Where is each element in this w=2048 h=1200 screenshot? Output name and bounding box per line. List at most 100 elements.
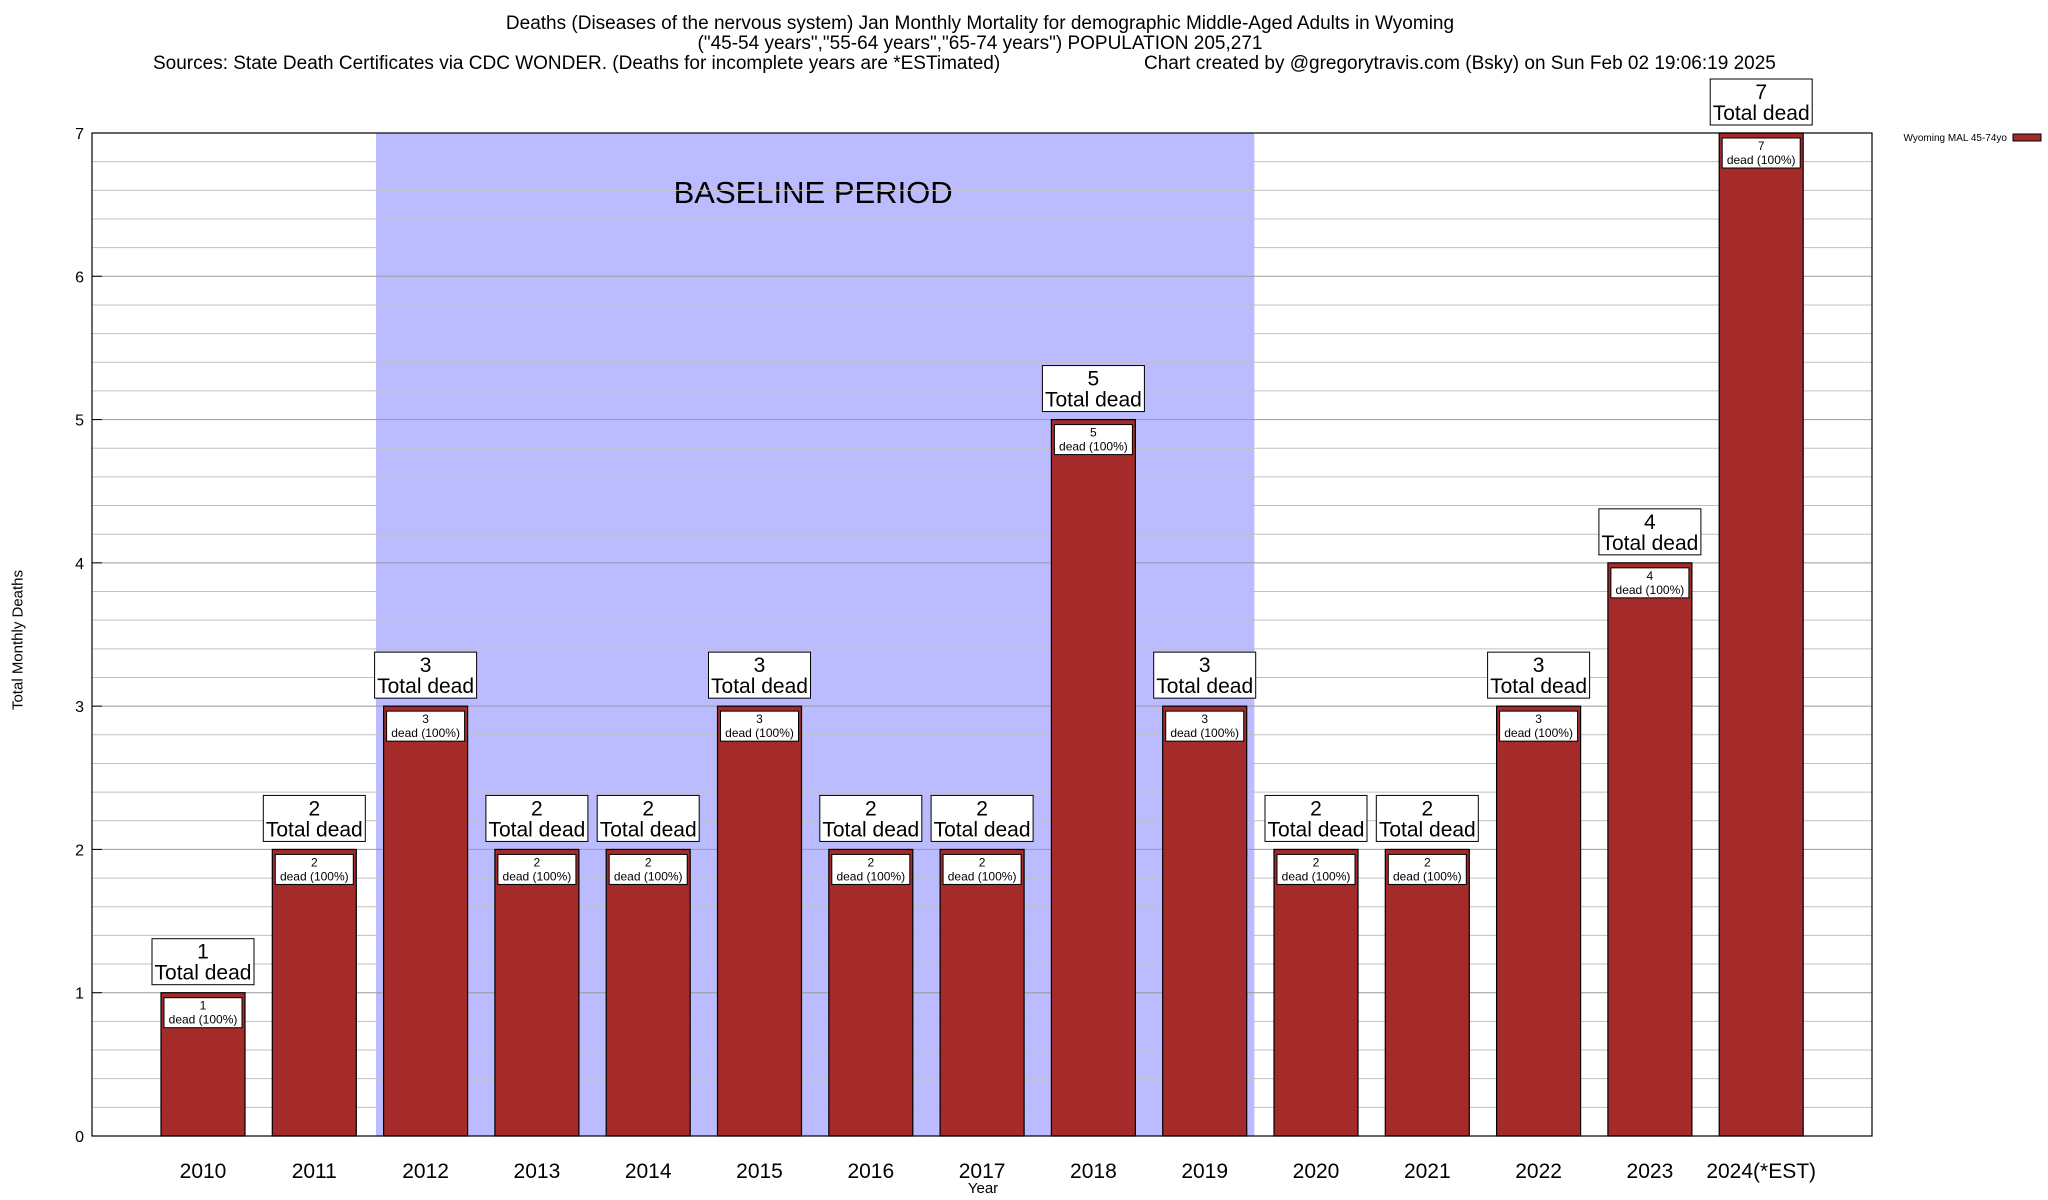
bar-total-label: Total dead <box>600 818 697 841</box>
bar <box>716 705 803 1137</box>
y-tick-label: 2 <box>75 842 84 859</box>
y-tick-label: 4 <box>75 556 84 573</box>
bar-total-label: Total dead <box>488 818 585 841</box>
bar-total-value: 2 <box>1310 797 1322 820</box>
bar-inner-value: 2 <box>867 855 874 869</box>
bar-total-label-box <box>374 651 478 699</box>
bar-total-label-box <box>930 794 1034 842</box>
x-tick-label: 2014 <box>625 1160 672 1183</box>
bar-total-label-box <box>1598 508 1702 556</box>
bar-total-value: 2 <box>308 797 320 820</box>
bar-inner-value: 7 <box>1758 139 1765 153</box>
bar-total-label: Total dead <box>1490 675 1587 698</box>
x-tick-label: 2016 <box>847 1160 894 1183</box>
bar-total-label: Total dead <box>266 818 363 841</box>
bar <box>605 848 691 1137</box>
y-tick-label: 5 <box>75 413 84 430</box>
bar-inner-label-box <box>831 853 911 885</box>
bar <box>383 705 469 1137</box>
bar-inner-label-box <box>163 997 243 1029</box>
chart-credit: Chart created by @gregorytravis.com (Bsk… <box>1144 53 1776 74</box>
bar-total-label-box <box>1709 78 1813 126</box>
bar-inner-value: 4 <box>1647 569 1654 583</box>
y-tick-label: 6 <box>75 269 84 286</box>
bar-inner-value: 3 <box>756 712 763 726</box>
bar-total-value: 3 <box>420 654 432 677</box>
bar-total-value: 3 <box>1533 654 1545 677</box>
bar-total-label-box <box>708 651 811 699</box>
x-tick-label: 2019 <box>1181 1160 1228 1183</box>
bar-inner-label: dead (100%) <box>169 1013 238 1027</box>
bar-total-label: Total dead <box>1379 818 1476 841</box>
bar-total-label-box <box>1153 651 1257 699</box>
bar <box>1384 848 1470 1137</box>
bar-total-label: Total dead <box>377 675 474 698</box>
bar-total-label-box <box>596 794 700 842</box>
bar-inner-label: dead (100%) <box>1282 869 1351 883</box>
bar-inner-label-box <box>1499 710 1579 742</box>
bar-total-value: 3 <box>754 654 766 677</box>
bar-total-label: Total dead <box>1156 675 1253 698</box>
bar-inner-value: 3 <box>1535 712 1542 726</box>
chart-subtitle: ("45-54 years","55-64 years","65-74 year… <box>697 33 1263 54</box>
bar-inner-label-box <box>720 710 799 742</box>
bar-total-value: 2 <box>976 797 988 820</box>
bar-inner-value: 2 <box>1424 855 1431 869</box>
bar-total-label-box <box>1041 365 1145 413</box>
bar-total-label: Total dead <box>1268 818 1365 841</box>
bar-inner-label: dead (100%) <box>280 869 349 883</box>
bar-total-label: Total dead <box>711 675 808 698</box>
x-tick-label: 2022 <box>1515 1160 1562 1183</box>
bar-inner-value: 2 <box>311 855 318 869</box>
x-axis-label: Year <box>967 1180 999 1197</box>
bar <box>1273 848 1359 1137</box>
bar-total-value: 2 <box>865 797 877 820</box>
bar-total-value: 2 <box>1421 797 1433 820</box>
y-tick-label: 7 <box>75 126 84 143</box>
x-tick-label: 2015 <box>736 1160 783 1183</box>
x-tick-label: 2010 <box>180 1160 227 1183</box>
bar-inner-label: dead (100%) <box>1616 583 1685 597</box>
bar-total-value: 2 <box>531 797 543 820</box>
bar <box>1495 705 1582 1137</box>
bar-inner-label: dead (100%) <box>725 726 794 740</box>
bar-total-value: 5 <box>1088 368 1100 391</box>
bar-total-value: 7 <box>1755 81 1767 104</box>
bar-total-value: 3 <box>1199 654 1211 677</box>
bar <box>1718 132 1804 1137</box>
bar-inner-label: dead (100%) <box>1727 153 1796 167</box>
bar-inner-label-box <box>1387 853 1467 885</box>
bar-inner-label: dead (100%) <box>1059 440 1128 454</box>
bar-total-label: Total dead <box>155 962 252 985</box>
bar <box>494 848 580 1137</box>
bar-total-value: 2 <box>642 797 654 820</box>
bar-inner-label-box <box>386 710 466 742</box>
bar-total-label: Total dead <box>1045 389 1142 412</box>
chart-source: Sources: State Death Certificates via CD… <box>153 53 1001 74</box>
bar-inner-value: 3 <box>422 712 429 726</box>
bar-inner-label-box <box>1276 853 1356 885</box>
bar-total-label-box <box>819 794 923 842</box>
bar-total-label-box <box>1375 794 1479 842</box>
bar-total-label-box <box>151 938 255 986</box>
bar <box>1050 418 1137 1137</box>
bar-inner-label-box <box>1721 137 1801 169</box>
bar-inner-label-box <box>1610 567 1690 599</box>
x-tick-label: 2012 <box>402 1160 449 1183</box>
bar-total-label-box <box>1487 651 1591 699</box>
bar-inner-label: dead (100%) <box>1170 726 1239 740</box>
x-tick-label: 2017 <box>959 1160 1006 1183</box>
bar-inner-label: dead (100%) <box>1393 869 1462 883</box>
plot-frame <box>91 132 1873 1137</box>
legend-label: Wyoming MAL 45-74yo <box>1904 133 2008 144</box>
x-tick-label: 2018 <box>1070 1160 1117 1183</box>
bar-total-label: Total dead <box>822 818 919 841</box>
x-tick-label: 2013 <box>514 1160 561 1183</box>
bar-total-label-box <box>485 794 589 842</box>
bar-inner-label: dead (100%) <box>836 869 905 883</box>
chart-title: Deaths (Diseases of the nervous system) … <box>505 13 1455 34</box>
bar <box>939 848 1025 1137</box>
bar-total-label: Total dead <box>1601 532 1698 555</box>
y-tick-label: 1 <box>75 986 84 1003</box>
y-tick-label: 0 <box>75 1129 84 1146</box>
